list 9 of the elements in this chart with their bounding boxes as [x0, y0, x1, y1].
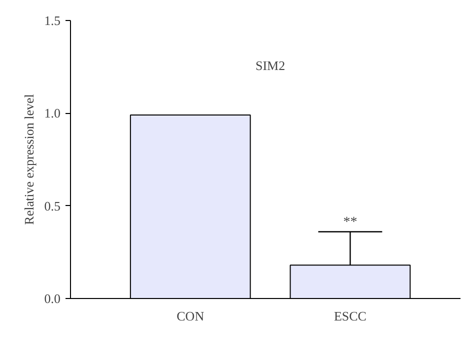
x-tick-label: CON: [176, 308, 205, 324]
y-axis-title: Relative expression level: [21, 94, 36, 225]
y-tick-label: 1.5: [44, 13, 60, 28]
annotation: **: [343, 214, 358, 230]
y-tick-label: 0.0: [44, 291, 60, 306]
text: SIM2: [255, 58, 286, 73]
y-tick-label: 0.5: [44, 198, 60, 214]
x-tick-label: ESCC: [334, 308, 366, 324]
y-tick-label: 1.0: [44, 106, 60, 121]
